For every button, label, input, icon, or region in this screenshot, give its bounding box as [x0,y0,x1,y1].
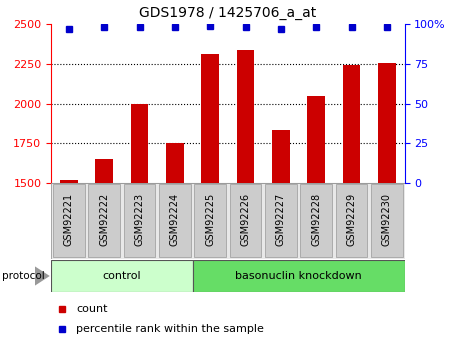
Text: GSM92222: GSM92222 [99,193,109,246]
Text: GSM92226: GSM92226 [240,193,251,246]
FancyBboxPatch shape [194,184,226,257]
Text: control: control [102,271,141,281]
Text: GSM92225: GSM92225 [205,193,215,246]
Text: GSM92228: GSM92228 [311,193,321,246]
FancyBboxPatch shape [300,184,332,257]
Text: count: count [76,304,107,314]
FancyBboxPatch shape [265,184,297,257]
Bar [378,63,396,183]
Bar [343,65,360,183]
FancyBboxPatch shape [124,184,155,257]
FancyBboxPatch shape [193,260,405,292]
Text: GSM92227: GSM92227 [276,193,286,246]
Text: percentile rank within the sample: percentile rank within the sample [76,324,264,334]
Text: GSM92229: GSM92229 [346,193,357,246]
Bar [272,130,290,183]
Polygon shape [35,266,50,286]
Bar [95,159,113,183]
Bar [60,180,78,183]
Text: GSM92223: GSM92223 [134,193,145,246]
Bar [201,54,219,183]
Text: GSM92224: GSM92224 [170,193,180,246]
FancyBboxPatch shape [88,184,120,257]
FancyBboxPatch shape [159,184,191,257]
Title: GDS1978 / 1425706_a_at: GDS1978 / 1425706_a_at [139,6,317,20]
Bar [237,50,254,183]
Text: basonuclin knockdown: basonuclin knockdown [235,271,362,281]
Bar [307,96,325,183]
FancyBboxPatch shape [371,184,403,257]
Text: protocol: protocol [2,271,45,281]
Bar [166,143,184,183]
FancyBboxPatch shape [51,260,193,292]
Bar [131,104,148,183]
Text: GSM92230: GSM92230 [382,193,392,246]
FancyBboxPatch shape [336,184,367,257]
Text: GSM92221: GSM92221 [64,193,74,246]
FancyBboxPatch shape [230,184,261,257]
FancyBboxPatch shape [53,184,85,257]
